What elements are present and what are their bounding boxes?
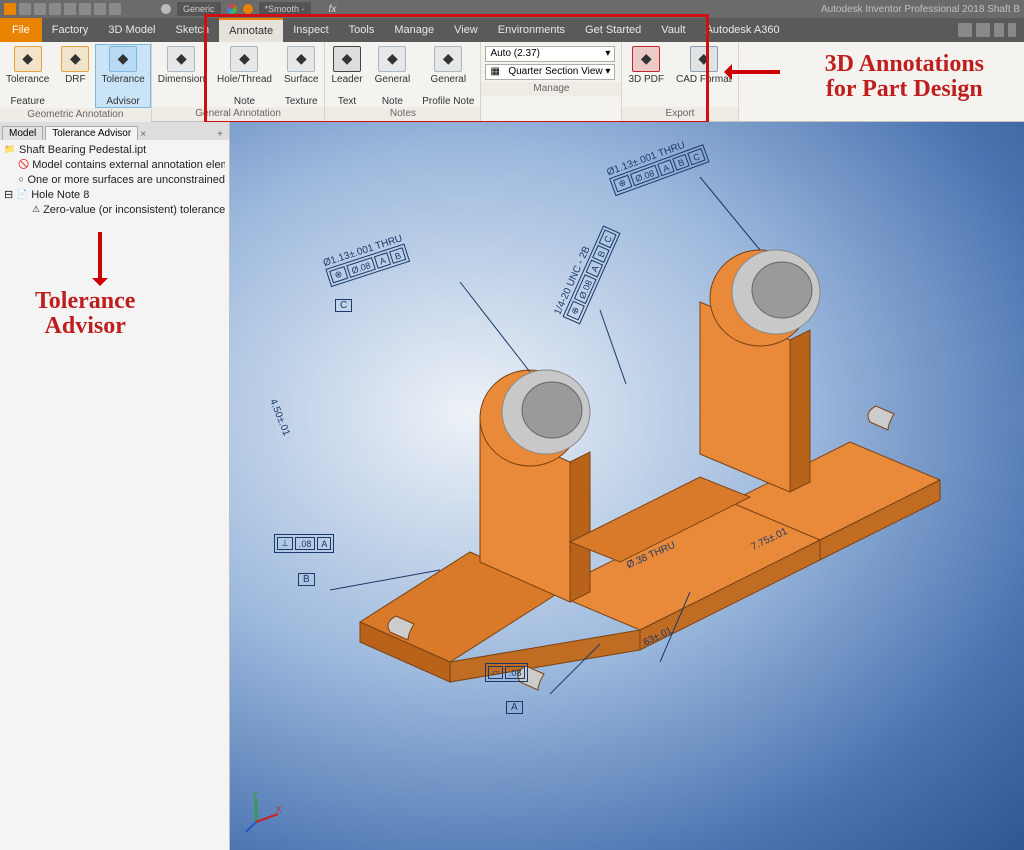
drf-icon: ◆ <box>61 46 89 72</box>
dimension-button[interactable]: ◆Dimension <box>152 44 211 107</box>
viewport[interactable]: Ø1.13±.001 THRU ⊕Ø.08AB C Ø1.13±.001 THR… <box>230 122 1024 850</box>
save-icon[interactable] <box>49 3 61 15</box>
redo-icon[interactable] <box>79 3 91 15</box>
group-label: Geometric Annotation <box>0 108 151 122</box>
material-swatch[interactable] <box>161 4 171 14</box>
home-icon[interactable] <box>94 3 106 15</box>
app-icon[interactable] <box>4 3 16 15</box>
tree-item[interactable]: ⊟ 📄Hole Note 8 <box>4 187 225 202</box>
callout-left: Tolerance Advisor <box>35 289 135 339</box>
tolerance-advisor-icon: ◆ <box>109 46 137 72</box>
file-menu[interactable]: File <box>0 18 42 42</box>
undo-icon[interactable] <box>64 3 76 15</box>
tab-3d-model[interactable]: 3D Model <box>98 18 165 42</box>
tree-root[interactable]: 📁 Shaft Bearing Pedestal.ipt <box>4 142 225 157</box>
tree-item[interactable]: ○One or more surfaces are unconstrained <box>4 172 225 187</box>
perp-fcf: ⊥.08A <box>274 534 334 556</box>
appearance-swatch2[interactable] <box>243 4 253 14</box>
appearance-swatch[interactable] <box>227 4 237 14</box>
new-icon[interactable] <box>19 3 31 15</box>
arrow-right <box>730 70 780 74</box>
tree-item[interactable]: ⚠Zero-value (or inconsistent) tolerance … <box>4 202 225 217</box>
part-icon: 📁 <box>4 144 16 156</box>
fx-button[interactable]: fx <box>329 4 337 15</box>
tolerance-feature-button[interactable]: ◆ToleranceFeature <box>0 44 55 108</box>
part-model <box>230 122 1024 850</box>
tab-factory[interactable]: Factory <box>42 18 99 42</box>
open-icon[interactable] <box>34 3 46 15</box>
tab-model[interactable]: Model <box>2 126 43 140</box>
tree-item[interactable]: 🚫Model contains external annotation elem… <box>4 157 225 172</box>
tolerance-feature-icon: ◆ <box>14 46 42 72</box>
browser-tree: 📁 Shaft Bearing Pedestal.ipt 🚫Model cont… <box>0 140 229 219</box>
ucs-triad: Y X <box>242 792 282 832</box>
arrow-down <box>98 232 102 280</box>
favorites-icon[interactable] <box>976 23 990 37</box>
svg-text:Y: Y <box>252 792 258 800</box>
browser-panel: Model Tolerance Advisor × + 📁 Shaft Bear… <box>0 122 230 850</box>
app-title: Autodesk Inventor Professional 2018 Shaf… <box>821 4 1020 15</box>
drf-button[interactable]: ◆DRF <box>55 44 95 108</box>
svg-text:X: X <box>276 805 282 814</box>
datum-C: C <box>335 300 352 311</box>
tolerance-advisor-button[interactable]: ◆ToleranceAdvisor <box>95 44 150 108</box>
help-icon[interactable] <box>1008 23 1016 37</box>
quick-access-toolbar <box>4 3 121 15</box>
datum-A: A <box>506 702 523 713</box>
browser-tabs: Model Tolerance Advisor × + <box>0 122 229 140</box>
select-icon[interactable] <box>109 3 121 15</box>
add-tab-icon[interactable]: + <box>211 129 229 140</box>
dimension-icon: ◆ <box>167 46 195 72</box>
datum-B: B <box>298 574 315 585</box>
file-name: Shaft Bearing Pedestal.ipt <box>19 144 146 156</box>
flat-fcf: ▱.08 <box>485 663 528 685</box>
callout-box <box>204 14 709 124</box>
close-tab-icon[interactable]: × <box>140 129 146 140</box>
search-icon[interactable] <box>958 23 972 37</box>
tab-tolerance-advisor[interactable]: Tolerance Advisor <box>45 126 138 140</box>
collapse-icon[interactable] <box>994 23 1004 37</box>
callout-right: 3D Annotations for Part Design <box>825 52 984 102</box>
tab-autodesk-a360[interactable]: Autodesk A360 <box>696 18 790 42</box>
